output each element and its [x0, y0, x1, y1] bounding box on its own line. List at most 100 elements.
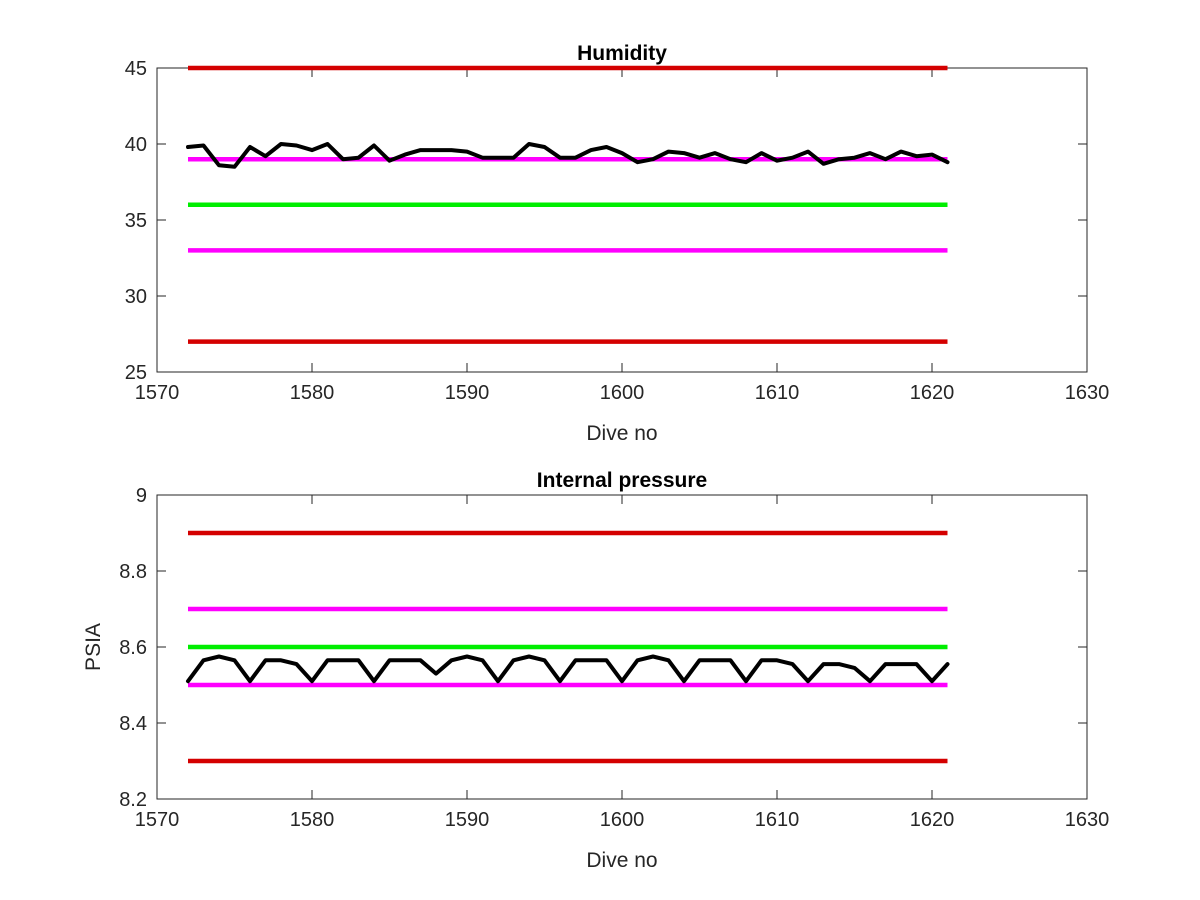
data-point	[635, 160, 640, 164]
x-tick-label: 1620	[910, 809, 955, 831]
data-point	[542, 145, 547, 149]
x-tick-label: 1570	[135, 809, 180, 831]
data-point	[434, 148, 438, 152]
data-point	[806, 150, 810, 154]
x-tick-label: 1590	[445, 382, 490, 404]
x-tick-label: 1600	[600, 809, 645, 831]
y-tick-label: 30	[125, 286, 147, 308]
data-point	[573, 658, 578, 662]
data-point	[697, 156, 702, 160]
y-tick-label: 8.8	[119, 561, 147, 583]
x-tick-label: 1600	[600, 382, 645, 404]
data-point	[310, 148, 314, 152]
data-point	[620, 679, 624, 683]
data-point	[511, 658, 516, 662]
y-tick-label: 8.6	[119, 637, 147, 659]
data-point	[496, 156, 500, 160]
data-point	[759, 658, 764, 662]
data-point	[248, 679, 252, 683]
x-tick-label: 1580	[290, 382, 335, 404]
data-point	[620, 151, 624, 155]
x-tick-label: 1580	[290, 809, 335, 831]
data-point	[480, 658, 485, 662]
data-point	[294, 143, 299, 148]
data-point	[279, 658, 283, 662]
data-point	[341, 658, 345, 662]
data-point	[325, 142, 330, 146]
data-series-line	[186, 654, 950, 684]
y-axis-label: PSIA	[82, 623, 105, 671]
data-point	[325, 658, 330, 662]
data-point	[527, 142, 531, 146]
data-point	[387, 159, 392, 163]
x-tick-label: 1620	[910, 382, 955, 404]
data-point	[775, 658, 779, 662]
data-point	[186, 679, 190, 683]
data-point	[744, 160, 748, 164]
data-point	[930, 153, 934, 157]
data-point	[868, 151, 872, 155]
humidity-panel: 1570 1580 1590 1600 1610 1620 1630 25 30 35 40 45 Hu…	[125, 42, 1110, 445]
x-tick-label: 1570	[135, 382, 180, 404]
x-axis-label: Dive no	[586, 849, 657, 872]
internal-pressure-panel: 1570 1580 1590 1600 1610 1620 1630 8.2 8.4 8.6 8.8…	[82, 469, 1109, 872]
data-point	[821, 162, 826, 166]
data-point	[356, 156, 361, 160]
data-point	[589, 658, 593, 662]
data-point	[248, 145, 252, 149]
data-point	[806, 679, 810, 683]
data-point	[232, 658, 237, 662]
chart-title: Internal pressure	[537, 469, 707, 492]
data-point	[852, 156, 857, 160]
data-point	[310, 679, 314, 683]
data-point	[775, 159, 779, 163]
data-point	[651, 157, 655, 161]
data-point	[449, 658, 454, 662]
data-point	[294, 662, 299, 666]
data-point	[868, 679, 872, 683]
data-point	[883, 157, 888, 161]
data-point	[232, 165, 237, 169]
data-point	[682, 151, 686, 155]
data-point	[899, 662, 903, 666]
data-point	[542, 658, 547, 662]
data-point	[496, 679, 500, 683]
x-tick-label: 1610	[755, 809, 800, 831]
axes-box	[156, 67, 1088, 373]
data-point	[418, 148, 423, 152]
x-tick-label: 1630	[1065, 809, 1110, 831]
data-point	[465, 150, 469, 154]
data-point	[682, 679, 686, 683]
data-point	[217, 163, 221, 167]
data-point	[279, 142, 283, 146]
data-point	[465, 654, 469, 659]
data-point	[263, 658, 268, 662]
data-point	[697, 658, 702, 662]
data-point	[914, 662, 919, 666]
y-tick-label: 45	[125, 58, 147, 80]
data-point	[945, 160, 950, 164]
data-point	[372, 679, 376, 683]
data-point	[883, 662, 888, 666]
x-tick-label: 1630	[1065, 382, 1110, 404]
data-point	[604, 145, 609, 149]
data-point	[790, 156, 795, 160]
data-point	[573, 156, 578, 160]
data-point	[837, 157, 841, 161]
data-point	[930, 679, 934, 683]
data-point	[713, 151, 717, 155]
data-point	[558, 679, 562, 683]
data-point	[418, 658, 423, 662]
data-point	[403, 658, 407, 662]
data-point	[201, 658, 206, 662]
data-point	[201, 143, 206, 148]
data-series-line	[186, 142, 950, 169]
data-point	[604, 658, 609, 662]
data-point	[666, 150, 671, 154]
data-point	[217, 654, 221, 659]
chart-title: Humidity	[577, 42, 667, 65]
data-point	[511, 156, 516, 160]
data-point	[263, 154, 268, 158]
data-point	[759, 151, 764, 155]
y-tick-label: 8.4	[119, 713, 147, 735]
